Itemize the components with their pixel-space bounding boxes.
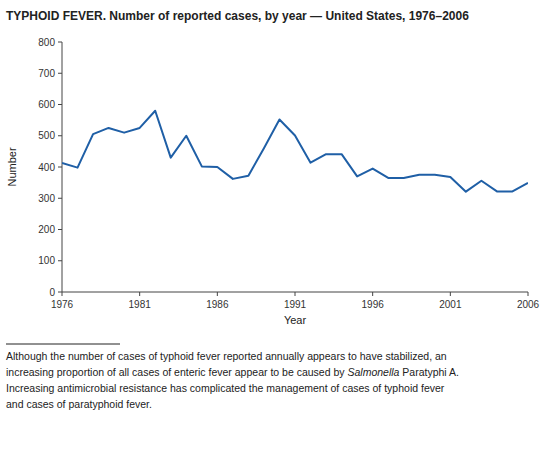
x-tick	[372, 292, 373, 296]
x-tick	[528, 292, 529, 296]
y-tick-label: 600	[38, 99, 55, 110]
footnote-line: Increasing antimicrobial resistance has …	[6, 382, 445, 394]
y-axis: 0 100 200 300 400 500 600 700 800	[38, 37, 62, 298]
footnote-text: Salmonella	[347, 366, 399, 378]
x-tick-label: 1996	[362, 299, 385, 310]
footnote-text: Increasing antimicrobial resistance has …	[6, 382, 445, 394]
x-axis-label: Year	[284, 314, 307, 326]
chart: TYPHOID FEVER. Number of reported cases,…	[0, 0, 546, 450]
x-tick	[217, 292, 218, 296]
x-tick-label: 2006	[517, 299, 540, 310]
x-tick-label: 1986	[206, 299, 229, 310]
x-tick-label: 1981	[129, 299, 152, 310]
y-tick	[58, 42, 62, 43]
x-tick-label: 1991	[284, 299, 307, 310]
y-tick	[58, 167, 62, 168]
y-tick-label: 500	[38, 130, 55, 141]
footnote-text: increasing proportion of all cases of en…	[6, 366, 347, 378]
y-tick	[58, 104, 62, 105]
y-tick-label: 300	[38, 193, 55, 204]
y-tick-label: 400	[38, 162, 55, 173]
footnote-text: and cases of paratyphoid fever.	[6, 398, 152, 410]
y-tick	[58, 73, 62, 74]
footnote-rule	[6, 344, 120, 345]
footnote-text: Although the number of cases of typhoid …	[6, 350, 447, 362]
line	[62, 111, 528, 192]
y-tick-label: 200	[38, 224, 55, 235]
y-axis-label: Number	[6, 147, 18, 186]
footnote-line: Although the number of cases of typhoid …	[6, 350, 447, 362]
y-tick	[58, 292, 62, 293]
y-tick	[58, 229, 62, 230]
x-tick	[295, 292, 296, 296]
footnote-line: and cases of paratyphoid fever.	[6, 398, 152, 410]
y-axis-line	[62, 42, 63, 292]
x-tick-label: 2001	[439, 299, 462, 310]
x-tick	[450, 292, 451, 296]
plot-area	[62, 111, 528, 192]
y-tick	[58, 260, 62, 261]
x-axis: 1976 1981 1986 1991 1996 2001 2006	[51, 292, 540, 310]
y-tick	[58, 198, 62, 199]
x-tick-label: 1976	[51, 299, 74, 310]
x-tick	[62, 292, 63, 296]
y-tick	[58, 135, 62, 136]
footnote-text: Paratyphi A.	[399, 366, 459, 378]
footnote-line: increasing proportion of all cases of en…	[6, 366, 459, 378]
x-tick	[139, 292, 140, 296]
y-tick-label: 700	[38, 68, 55, 79]
title: TYPHOID FEVER. Number of reported cases,…	[6, 9, 469, 23]
x-axis-line	[62, 292, 528, 293]
y-tick-label: 800	[38, 37, 55, 48]
y-tick-label: 0	[49, 287, 55, 298]
y-tick-label: 100	[38, 255, 55, 266]
